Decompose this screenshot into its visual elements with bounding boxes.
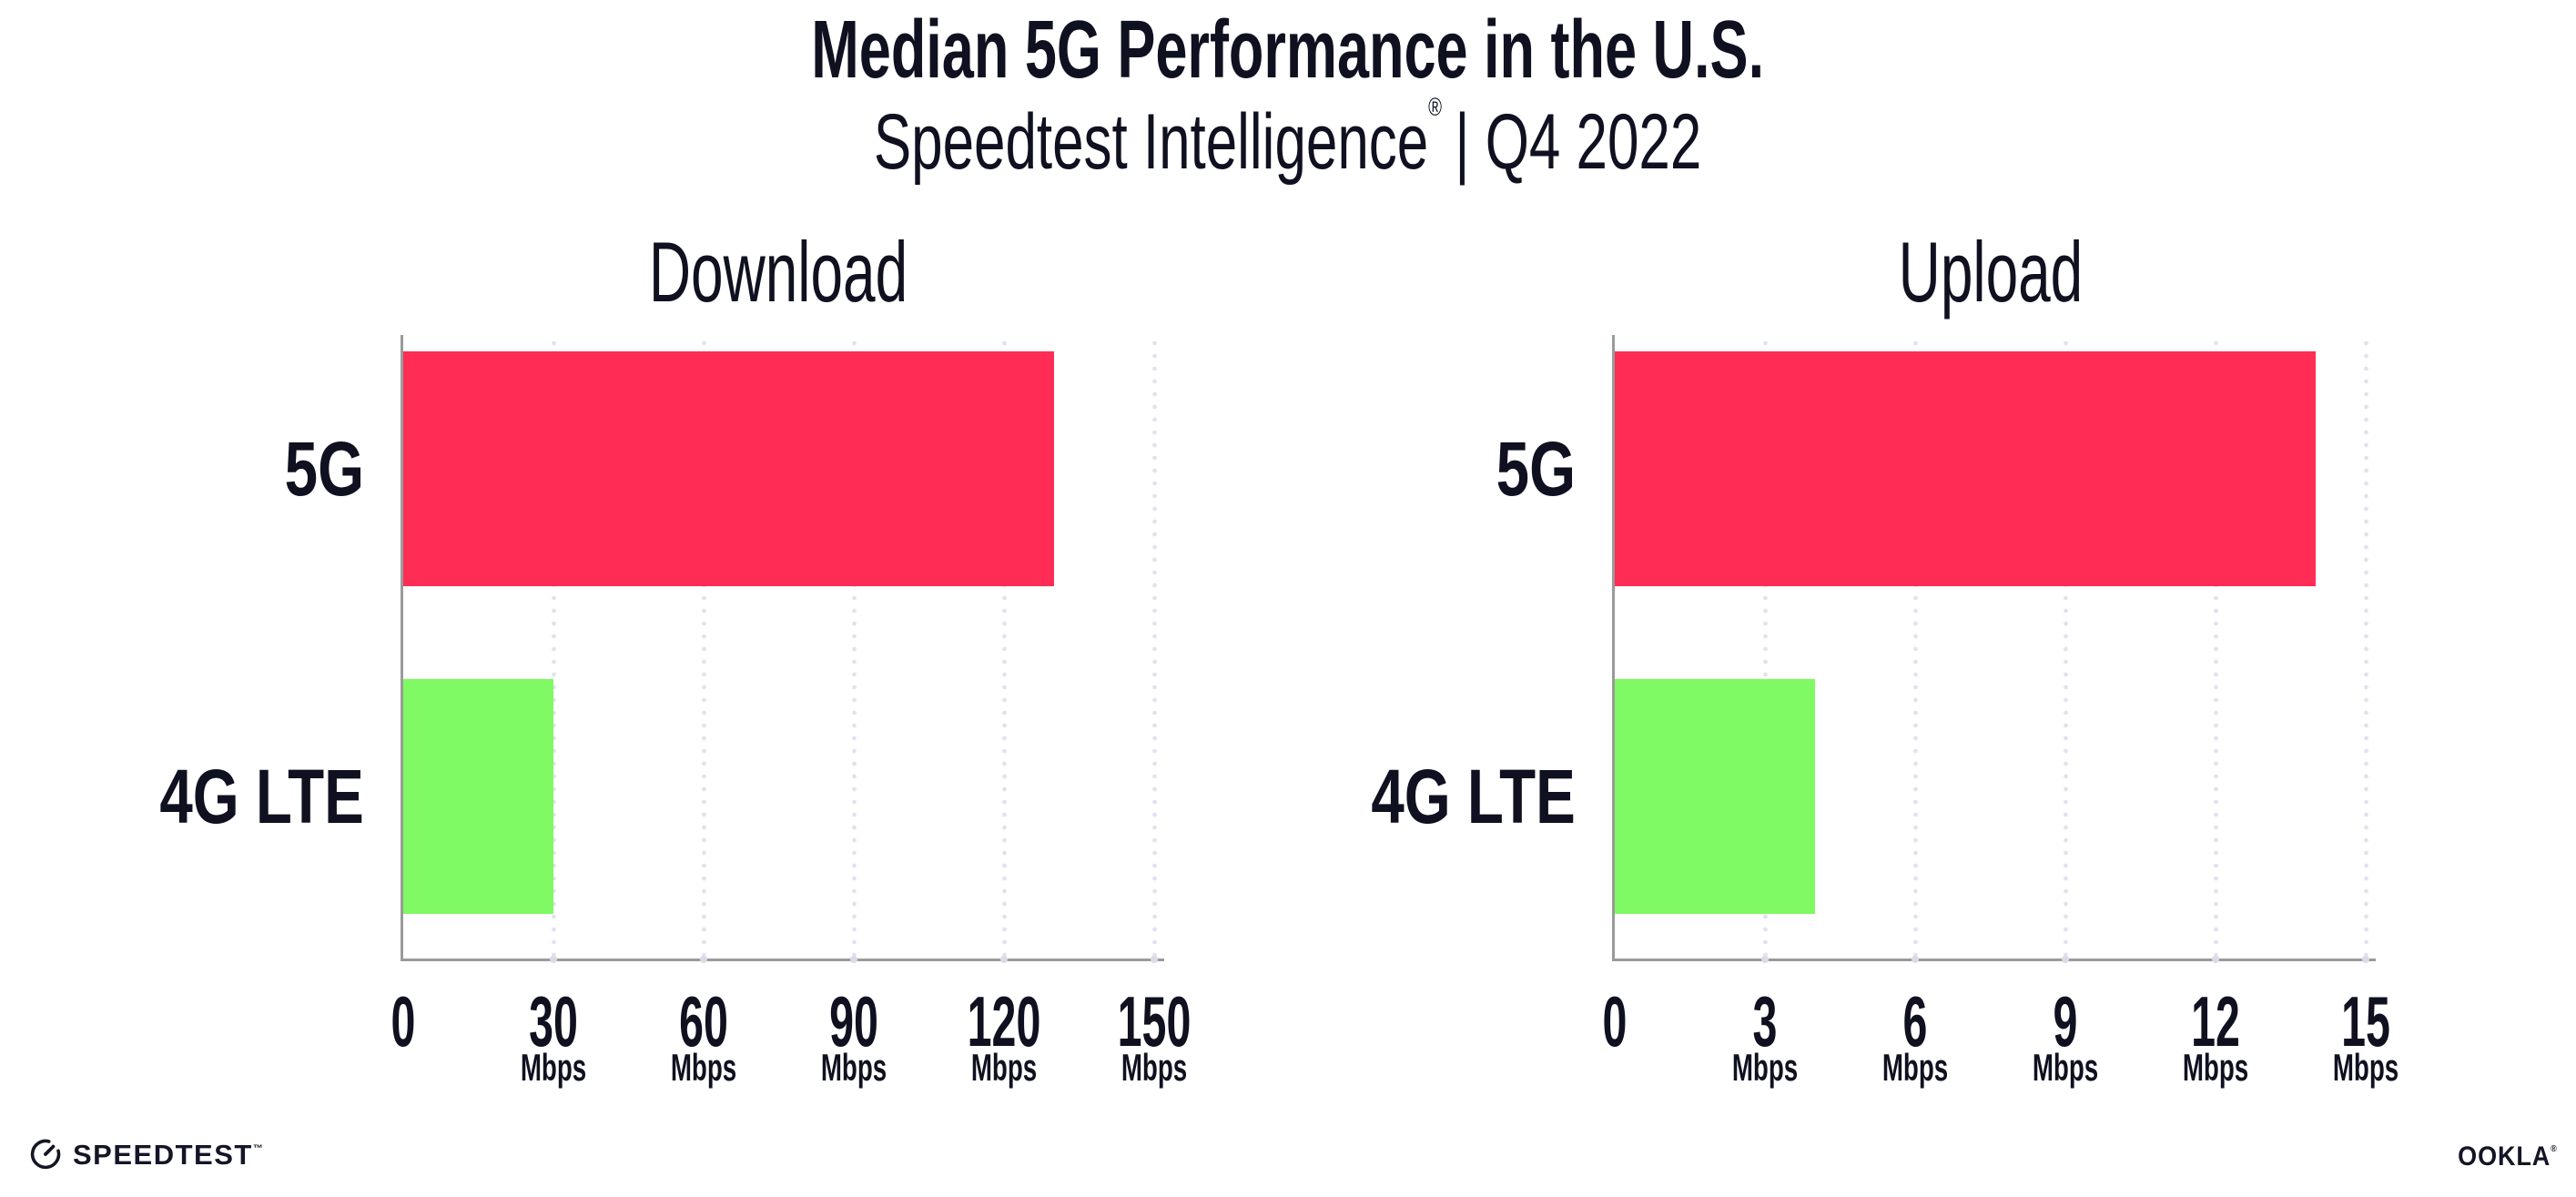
- upload-bar-5g: [1615, 351, 2316, 586]
- registered-mark: ®: [2551, 1144, 2558, 1154]
- tick-mark-15: [2362, 956, 2369, 963]
- x-tick-value: 6: [1902, 981, 1928, 1061]
- speedtest-logo: SPEEDTEST™: [27, 1134, 263, 1174]
- x-tick-value: 0: [390, 981, 416, 1061]
- category-label-4g-lte: 4G LTE: [159, 754, 364, 839]
- download-chart-panel: Download 5G 4G LTE 0 30 Mbps 60 Mbps 90 Mbps 12…: [160, 229, 1192, 1087]
- gridline-120: [1001, 337, 1007, 959]
- upload-chart-title: Upload: [1898, 224, 2083, 320]
- x-tick-unit-3: Mbps: [1715, 1049, 1815, 1087]
- speedtest-wordmark: SPEEDTEST™: [73, 1138, 263, 1171]
- x-axis-spine: [1612, 959, 2376, 961]
- x-tick-label-0: 0: [1595, 986, 1634, 1057]
- gridline-90: [851, 337, 857, 959]
- x-tick-value: 90: [829, 981, 878, 1061]
- x-tick-unit-6: Mbps: [1865, 1049, 1965, 1087]
- x-tick-label-0: 0: [383, 986, 422, 1057]
- x-tick-value: 12: [2191, 981, 2240, 1061]
- gridline-60: [701, 337, 706, 959]
- download-bar-5g: [403, 351, 1054, 586]
- x-tick-unit-text: Mbps: [670, 1046, 737, 1089]
- page-title: Median 5G Performance in the U.S.: [0, 9, 2576, 91]
- ookla-wordmark: OOKLA®: [2458, 1141, 2558, 1172]
- tick-mark-150: [1151, 956, 1158, 963]
- tick-mark-30: [550, 956, 557, 963]
- subtitle-quarter: | Q4 2022: [1455, 98, 1702, 186]
- gridline-15: [2363, 337, 2368, 959]
- y-axis-spine: [401, 335, 403, 961]
- y-axis-spine: [1612, 335, 1615, 961]
- x-tick-label-90: 90: [815, 986, 894, 1057]
- x-tick-unit-text: Mbps: [1121, 1046, 1188, 1089]
- gridline-30: [551, 337, 556, 959]
- x-tick-unit-60: Mbps: [654, 1049, 754, 1087]
- tick-mark-3: [1761, 956, 1769, 963]
- gridline-150: [1151, 337, 1157, 959]
- gridline-6: [1912, 337, 1918, 959]
- page-title-text: Median 5G Performance in the U.S.: [811, 5, 1765, 96]
- x-tick-value: 120: [967, 981, 1041, 1061]
- x-tick-unit-text: Mbps: [2032, 1046, 2099, 1089]
- download-chart-title: Download: [649, 224, 908, 320]
- x-tick-label-9: 9: [2045, 986, 2084, 1057]
- x-tick-label-120: 120: [945, 986, 1063, 1057]
- page-subtitle: Speedtest Intelligence® | Q4 2022: [0, 93, 2576, 182]
- x-tick-value: 9: [2053, 981, 2078, 1061]
- x-tick-unit-9: Mbps: [2015, 1049, 2115, 1087]
- category-label-5g: 5G: [1496, 426, 1576, 512]
- x-axis-spine: [401, 959, 1164, 961]
- x-tick-unit-text: Mbps: [520, 1046, 587, 1089]
- upload-bar-4g-lte: [1615, 679, 1815, 914]
- x-tick-label-150: 150: [1095, 986, 1213, 1057]
- x-tick-label-3: 3: [1745, 986, 1784, 1057]
- ookla-logo: OOKLA®: [2421, 1143, 2558, 1171]
- x-tick-unit-90: Mbps: [804, 1049, 904, 1087]
- x-tick-unit-text: Mbps: [1731, 1046, 1799, 1089]
- x-tick-unit-text: Mbps: [1881, 1046, 1949, 1089]
- x-tick-label-12: 12: [2176, 986, 2256, 1057]
- gridline-9: [2063, 337, 2068, 959]
- x-tick-label-60: 60: [664, 986, 744, 1057]
- x-tick-unit-30: Mbps: [503, 1049, 603, 1087]
- tick-mark-120: [1000, 956, 1008, 963]
- x-tick-value: 15: [2341, 981, 2390, 1061]
- tick-mark-60: [700, 956, 707, 963]
- x-tick-unit-12: Mbps: [2165, 1049, 2266, 1087]
- subtitle-brand: Speedtest Intelligence: [874, 98, 1429, 186]
- x-tick-unit-15: Mbps: [2316, 1049, 2416, 1087]
- x-tick-unit-120: Mbps: [954, 1049, 1054, 1087]
- x-tick-unit-150: Mbps: [1104, 1049, 1204, 1087]
- tick-mark-9: [2062, 956, 2069, 963]
- x-tick-unit-text: Mbps: [2182, 1046, 2249, 1089]
- gridline-3: [1762, 337, 1768, 959]
- x-tick-value: 150: [1117, 981, 1192, 1061]
- download-bar-4g-lte: [403, 679, 553, 914]
- gridline-12: [2213, 337, 2218, 959]
- upload-chart-panel: Upload 5G 4G LTE 0 3 Mbps 6 Mbps 9 Mbps 12 Mbps 1…: [1372, 229, 2399, 1087]
- x-tick-unit-text: Mbps: [820, 1046, 887, 1089]
- trademark-mark: ™: [252, 1142, 263, 1154]
- x-tick-label-6: 6: [1895, 986, 1934, 1057]
- x-tick-unit-text: Mbps: [2332, 1046, 2399, 1089]
- category-label-4g-lte: 4G LTE: [1371, 754, 1576, 839]
- tick-mark-6: [1912, 956, 1919, 963]
- x-tick-value: 3: [1752, 981, 1778, 1061]
- page-subtitle-text: Speedtest Intelligence® | Q4 2022: [874, 93, 1701, 182]
- tick-mark-12: [2212, 956, 2219, 963]
- x-tick-label-30: 30: [514, 986, 593, 1057]
- x-tick-value: 0: [1602, 981, 1628, 1061]
- registered-mark: ®: [1428, 93, 1443, 121]
- x-tick-unit-text: Mbps: [970, 1046, 1038, 1089]
- x-tick-value: 60: [679, 981, 728, 1061]
- x-tick-label-15: 15: [2327, 986, 2406, 1057]
- tick-mark-90: [850, 956, 857, 963]
- category-label-5g: 5G: [284, 426, 364, 512]
- x-tick-value: 30: [529, 981, 578, 1061]
- speedtest-gauge-icon: [30, 1139, 61, 1170]
